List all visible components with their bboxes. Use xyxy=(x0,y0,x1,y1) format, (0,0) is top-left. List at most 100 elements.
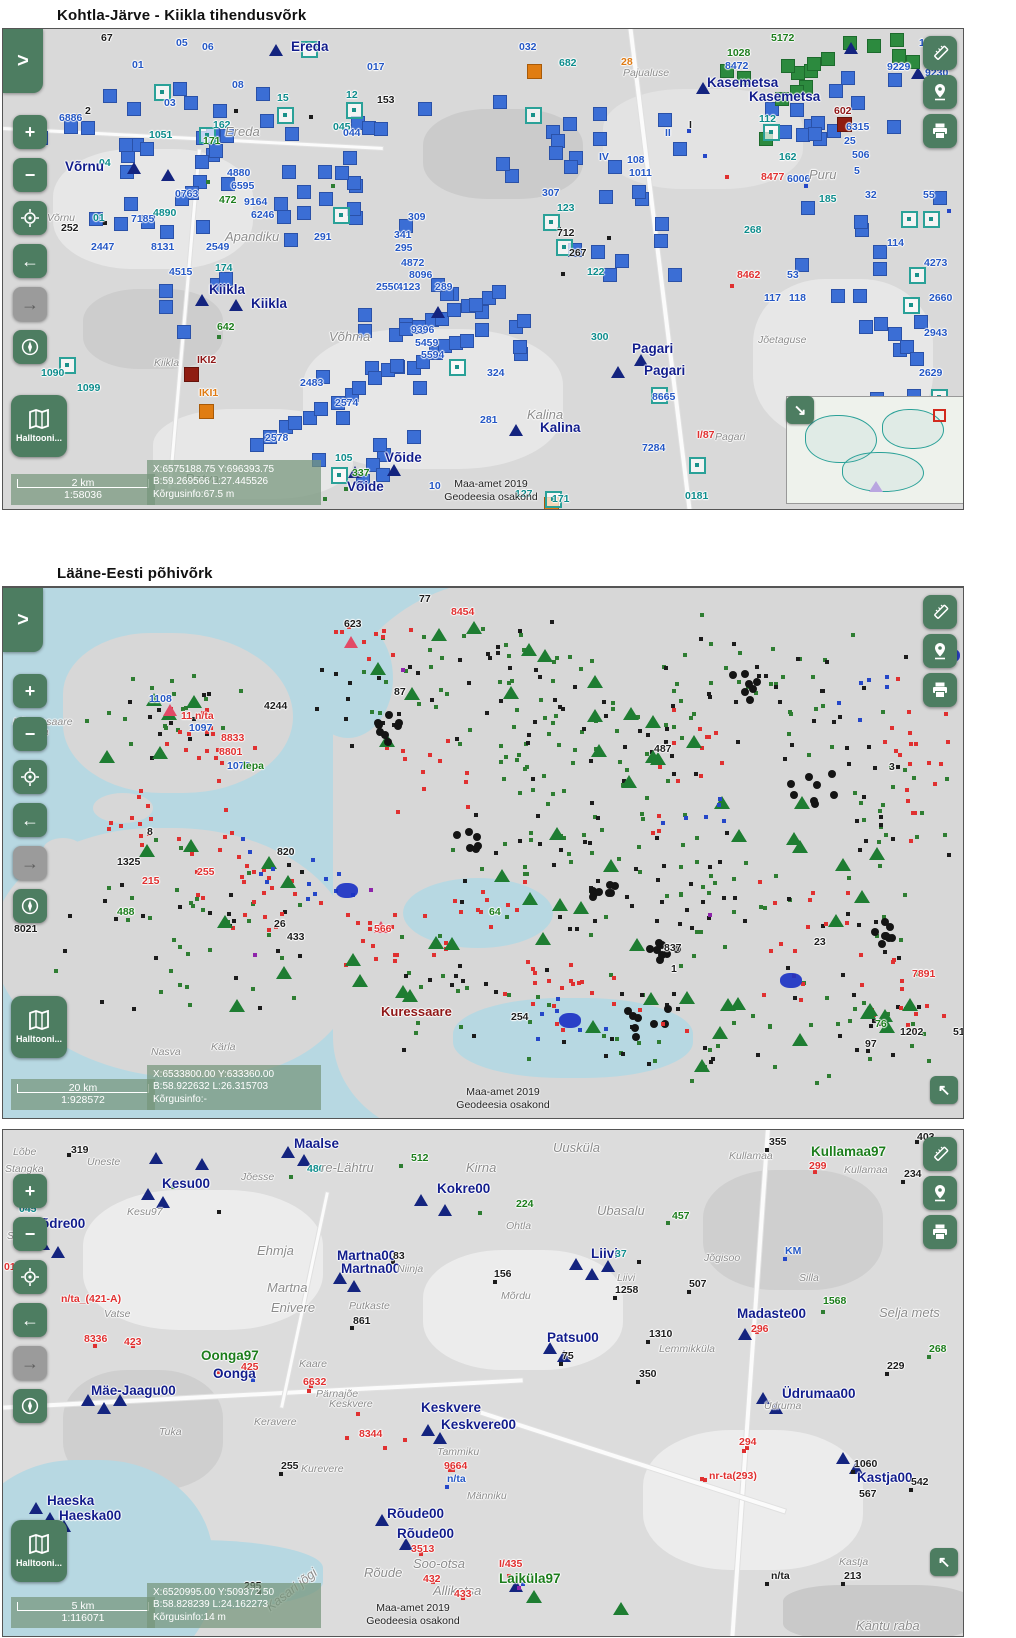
map-marker-ring-k xyxy=(687,1290,691,1294)
zoom-out-button[interactable]: − xyxy=(13,717,47,751)
measure-icon[interactable] xyxy=(923,595,957,629)
map-marker-tri-n xyxy=(756,1392,770,1404)
map-canvas-kohtla-jarve[interactable]: > + − ← → Halltooni... 2 km 1:58036 X:65… xyxy=(2,28,964,510)
compass-button[interactable] xyxy=(13,1389,47,1423)
coords-bl: B:58.828239 L:24.162273 xyxy=(153,1599,269,1610)
map-marker-sq-b xyxy=(853,214,868,229)
map-label: 01 xyxy=(93,212,105,224)
inset-expand-button[interactable]: ↖ xyxy=(930,1076,958,1104)
map-label: 118 xyxy=(789,292,806,304)
map-marker-ring-k xyxy=(559,1362,563,1366)
map-marker-tri-n xyxy=(509,424,523,436)
sidebar-expand-button[interactable]: > xyxy=(3,29,43,93)
map-marker-sq-b xyxy=(284,127,299,142)
map-marker-tri-n xyxy=(297,1154,311,1166)
map-label: 114 xyxy=(887,237,904,249)
map-label: 1 xyxy=(671,963,677,975)
map-marker-ring-k xyxy=(742,919,747,924)
map-label: 300 xyxy=(591,331,609,343)
map-marker-ring-r xyxy=(280,912,285,917)
map-label: 2574 xyxy=(335,397,359,409)
map-marker-ring-r xyxy=(908,761,913,766)
map-canvas-laane-detail[interactable]: + − ← → Halltooni... 5 km 1:116071 X:652… xyxy=(2,1129,964,1637)
map-label: 350 xyxy=(639,1368,657,1380)
map-label: 291 xyxy=(314,231,332,243)
location-pin-icon[interactable] xyxy=(923,634,957,668)
map-marker-tri-g xyxy=(622,706,639,720)
inset-expand-button[interactable]: ↖ xyxy=(930,1548,958,1576)
map-label: 64 xyxy=(489,906,501,918)
coords-xy: X:6575188.75 Y:696393.75 xyxy=(153,463,275,475)
map-label: 05 xyxy=(176,37,188,49)
location-pin-icon[interactable] xyxy=(923,1176,957,1210)
history-back-button[interactable]: ← xyxy=(13,244,47,278)
map-label: 017 xyxy=(367,61,385,73)
map-canvas-laane-eesti[interactable]: > + − ← → Halltooni... 20 km 1:928572 X:… xyxy=(2,586,964,1119)
overview-inset-map[interactable] xyxy=(786,396,963,504)
map-label: 289 xyxy=(435,281,453,293)
map-label: Kasemetsa xyxy=(707,75,779,90)
print-icon[interactable] xyxy=(923,1215,957,1249)
map-marker-ring-k xyxy=(494,990,499,995)
grayscale-toggle-button[interactable]: Halltooni... xyxy=(11,395,67,457)
map-marker-ring-r xyxy=(371,943,376,948)
map-marker-ring-k xyxy=(690,925,695,930)
zoom-in-button[interactable]: + xyxy=(13,115,47,149)
grayscale-toggle-button[interactable]: Halltooni... xyxy=(11,996,67,1058)
map-label: 1325 xyxy=(117,856,141,868)
map-marker-ring-k xyxy=(495,651,500,656)
map-marker-ring-g xyxy=(707,890,712,895)
zoom-in-button[interactable]: + xyxy=(13,1174,47,1208)
map-label: Võrnu xyxy=(65,159,104,174)
map-marker-ring-g xyxy=(538,698,543,703)
map-marker-ring-k xyxy=(664,740,669,745)
map-label: 97 xyxy=(865,1038,877,1050)
map-marker-ring-g xyxy=(899,938,904,943)
map-marker-ring-k xyxy=(450,982,455,987)
history-back-button[interactable]: ← xyxy=(13,803,47,837)
locate-button[interactable] xyxy=(13,760,47,794)
inset-collapse-button[interactable]: ↘ xyxy=(786,396,814,424)
history-forward-button[interactable]: → xyxy=(13,846,47,880)
map-marker-sq-b xyxy=(259,114,274,129)
location-pin-icon[interactable] xyxy=(923,75,957,109)
grayscale-toggle-button[interactable]: Halltooni... xyxy=(11,1520,67,1582)
map-marker-ring-g xyxy=(541,774,546,779)
history-back-button[interactable]: ← xyxy=(13,1303,47,1337)
print-icon[interactable] xyxy=(923,114,957,148)
map-marker-ring-b xyxy=(264,879,269,884)
measure-icon[interactable] xyxy=(923,1137,957,1171)
map-marker-ring-g xyxy=(680,843,685,848)
map-marker-ring-g xyxy=(384,680,389,685)
map-marker-ring-r xyxy=(890,960,895,964)
history-forward-button[interactable]: → xyxy=(13,287,47,321)
zoom-out-button[interactable]: − xyxy=(13,1217,47,1251)
map-marker-ring-g xyxy=(903,768,908,773)
map-marker-ring-k xyxy=(656,878,661,883)
locate-button[interactable] xyxy=(13,1260,47,1294)
map-marker-ring-k xyxy=(534,667,539,672)
map-marker-sq-b xyxy=(447,303,462,318)
terrain-patch xyxy=(783,1585,963,1636)
map-marker-ring-k xyxy=(786,965,791,970)
map-marker-sq-b xyxy=(491,285,506,300)
map-marker-dot-k xyxy=(649,1020,658,1029)
map-label: Kaare xyxy=(299,1358,328,1370)
map-label: Üdrumaa00 xyxy=(782,1386,856,1401)
map-marker-ring-r xyxy=(904,787,909,792)
map-marker-ring-g xyxy=(130,677,135,682)
map-marker-ring-k xyxy=(549,620,554,625)
map-marker-ring-k xyxy=(493,1280,497,1284)
compass-button[interactable] xyxy=(13,889,47,923)
zoom-in-button[interactable]: + xyxy=(13,674,47,708)
print-icon[interactable] xyxy=(923,673,957,707)
map-marker-sq-b xyxy=(406,429,421,444)
map-marker-ring-k xyxy=(561,272,565,276)
history-forward-button[interactable]: → xyxy=(13,1346,47,1380)
sidebar-expand-button[interactable]: > xyxy=(3,588,43,652)
measure-icon[interactable] xyxy=(923,36,957,70)
compass-button[interactable] xyxy=(13,330,47,364)
locate-button[interactable] xyxy=(13,201,47,235)
map-marker-ring-r xyxy=(217,1370,221,1374)
zoom-out-button[interactable]: − xyxy=(13,158,47,192)
